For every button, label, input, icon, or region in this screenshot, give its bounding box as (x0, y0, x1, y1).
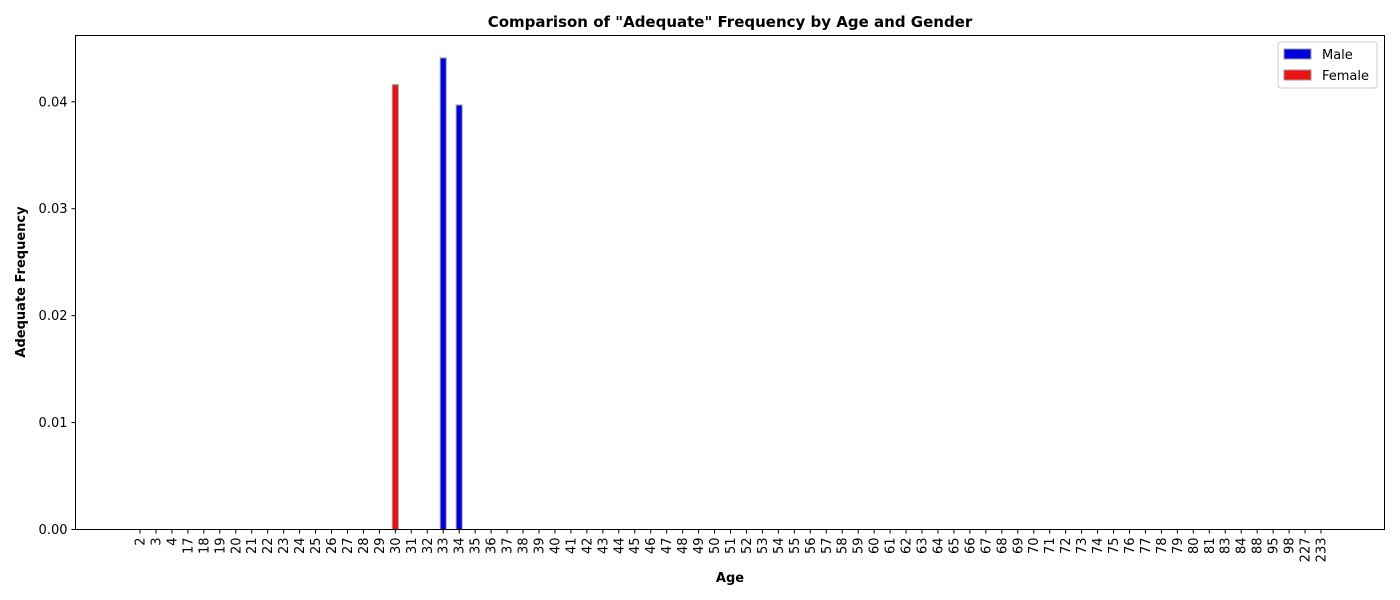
x-tick-label: 32 (421, 538, 436, 555)
x-tick-label: 26 (325, 538, 340, 555)
x-tick-label: 3 (149, 538, 164, 546)
x-tick-label: 28 (357, 538, 372, 555)
x-tick-label: 88 (1251, 538, 1266, 555)
x-tick-label: 46 (644, 538, 659, 555)
x-tick-label: 20 (229, 538, 244, 555)
x-tick-label: 50 (708, 538, 723, 555)
x-tick-label: 61 (884, 538, 899, 555)
x-axis-label: Age (716, 571, 744, 586)
x-tick-label: 74 (1091, 538, 1106, 555)
x-tick-label: 54 (772, 538, 787, 555)
x-tick-label: 64 (931, 538, 946, 555)
x-tick-label: 65 (947, 538, 962, 555)
x-tick-label: 35 (469, 538, 484, 555)
x-tick-label: 56 (804, 538, 819, 555)
x-tick-label: 44 (612, 538, 627, 555)
y-tick-label: 0.04 (39, 95, 68, 110)
x-tick-label: 81 (1203, 538, 1218, 555)
legend-label-male: Male (1322, 48, 1353, 63)
x-tick-label: 2 (134, 538, 149, 546)
x-tick-label: 22 (261, 538, 276, 555)
y-tick-label: 0.01 (39, 416, 68, 431)
x-tick-label: 17 (181, 538, 196, 555)
x-tick-label: 75 (1107, 538, 1122, 555)
x-tick-label: 25 (309, 538, 324, 555)
x-tick-label: 53 (756, 538, 771, 555)
x-tick-label: 52 (740, 538, 755, 555)
x-tick-label: 63 (916, 538, 931, 555)
x-tick-label: 31 (405, 538, 420, 555)
x-axis-ticks: 2 3 4 17 18 19 20 21 22 23 24 25 26 27 28 29 30 31 32 33 34 3… (134, 529, 1330, 563)
x-tick-label: 62 (900, 538, 915, 555)
x-tick-label: 19 (213, 538, 228, 555)
bar-male-34 (455, 104, 463, 530)
x-tick-label: 43 (596, 538, 611, 555)
x-tick-label: 233 (1315, 538, 1330, 563)
x-tick-label: 78 (1155, 538, 1170, 555)
x-tick-label: 36 (485, 538, 500, 555)
x-tick-label: 57 (820, 538, 835, 555)
x-tick-label: 70 (1027, 538, 1042, 555)
bar-male-33 (439, 57, 447, 530)
x-tick-label: 30 (389, 538, 404, 555)
y-tick-label: 0.03 (39, 202, 68, 217)
x-tick-label: 21 (245, 538, 260, 555)
legend-swatch-female (1283, 69, 1312, 81)
y-axis-ticks: 0.00 0.01 0.02 0.03 0.04 (39, 95, 76, 538)
x-tick-label: 76 (1123, 538, 1138, 555)
bars-group (391, 57, 463, 530)
x-tick-label: 79 (1171, 538, 1186, 555)
x-tick-label: 80 (1187, 538, 1202, 555)
plot-frame (75, 35, 1385, 530)
legend: Male Female (1277, 41, 1378, 89)
x-tick-label: 23 (277, 538, 292, 555)
x-tick-label: 49 (692, 538, 707, 555)
x-tick-label: 18 (197, 538, 212, 555)
x-tick-label: 47 (660, 538, 675, 555)
x-tick-label: 38 (517, 538, 532, 555)
x-tick-label: 58 (836, 538, 851, 555)
legend-label-female: Female (1322, 69, 1369, 84)
x-tick-label: 98 (1283, 538, 1298, 555)
x-tick-label: 40 (548, 538, 563, 555)
x-tick-label: 227 (1299, 538, 1314, 563)
x-tick-label: 42 (580, 538, 595, 555)
x-tick-label: 55 (788, 538, 803, 555)
x-tick-label: 67 (979, 538, 994, 555)
x-tick-label: 34 (453, 538, 468, 555)
legend-swatch-male (1283, 48, 1312, 60)
x-tick-label: 59 (852, 538, 867, 555)
x-tick-label: 51 (724, 538, 739, 555)
x-tick-label: 33 (437, 538, 452, 555)
bar-female-30 (391, 84, 399, 530)
y-tick-label: 0.02 (39, 309, 68, 324)
x-tick-label: 24 (293, 538, 308, 555)
x-tick-label: 72 (1059, 538, 1074, 555)
y-axis-label: Adequate Frequency (14, 206, 29, 358)
x-tick-label: 4 (165, 538, 180, 546)
x-tick-label: 69 (1011, 538, 1026, 555)
x-tick-label: 41 (564, 538, 579, 555)
x-tick-label: 84 (1235, 538, 1250, 555)
x-tick-label: 27 (341, 538, 356, 555)
x-tick-label: 45 (628, 538, 643, 555)
x-tick-label: 71 (1043, 538, 1058, 555)
x-tick-label: 68 (995, 538, 1010, 555)
x-tick-label: 60 (868, 538, 883, 555)
x-tick-label: 48 (676, 538, 691, 555)
x-tick-label: 39 (532, 538, 547, 555)
chart-title: Comparison of "Adequate" Frequency by Ag… (488, 13, 973, 31)
x-tick-label: 66 (963, 538, 978, 555)
x-tick-label: 95 (1267, 538, 1282, 555)
x-tick-label: 29 (373, 538, 388, 555)
x-tick-label: 73 (1075, 538, 1090, 555)
x-tick-label: 77 (1139, 538, 1154, 555)
y-tick-label: 0.00 (39, 523, 68, 538)
x-tick-label: 83 (1219, 538, 1234, 555)
x-tick-label: 37 (501, 538, 516, 555)
